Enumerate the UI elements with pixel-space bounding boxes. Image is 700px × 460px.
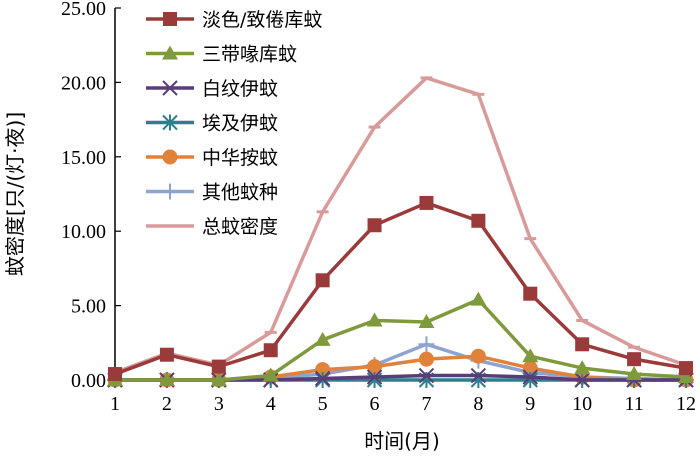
legend-item: 总蚊密度 <box>146 216 278 238</box>
legend-item: 其他蚊种 <box>146 182 278 204</box>
data-point <box>470 348 486 364</box>
data-point <box>366 369 383 385</box>
y-tick-label: 20.00 <box>61 72 106 94</box>
data-point <box>627 352 642 367</box>
series-line <box>114 201 687 376</box>
x-tick-label: 3 <box>214 393 224 415</box>
series-line <box>114 76 687 375</box>
x-tick-label: 4 <box>266 393 276 415</box>
data-point <box>470 291 487 306</box>
data-point <box>523 286 538 301</box>
data-point <box>626 366 643 381</box>
data-point <box>366 312 383 327</box>
legend-label: 白纹伊蚊 <box>202 78 278 100</box>
data-point <box>211 359 226 374</box>
data-point <box>679 361 693 376</box>
legend-marker <box>162 80 178 96</box>
data-point <box>367 359 383 375</box>
series-1 <box>108 195 693 382</box>
legend-marker <box>162 114 178 131</box>
data-point <box>314 370 331 387</box>
y-tick-label: 15.00 <box>61 147 106 169</box>
series-line <box>115 297 687 382</box>
x-tick-label: 5 <box>318 393 328 415</box>
legend-marker <box>163 12 177 26</box>
legend-item: 埃及伊蚊 <box>146 113 278 135</box>
legend-label: 埃及伊蚊 <box>202 113 278 135</box>
series-2 <box>107 291 694 386</box>
data-point <box>471 213 486 228</box>
data-point <box>522 348 539 363</box>
legend-item: 中华按蚊 <box>146 147 278 169</box>
data-point <box>470 367 487 384</box>
data-point <box>574 372 590 388</box>
x-tick-label: 11 <box>624 393 643 415</box>
legend-label: 其他蚊种 <box>202 182 278 204</box>
series-7 <box>109 76 692 375</box>
data-point <box>108 367 122 382</box>
legend-item: 三带喙库蚊 <box>146 44 297 66</box>
data-point <box>315 362 331 378</box>
data-point <box>210 372 227 386</box>
x-tick-label: 2 <box>162 393 172 415</box>
data-point <box>418 351 434 367</box>
legend-marker <box>162 149 178 165</box>
legend-marker <box>162 45 178 60</box>
data-point <box>522 360 538 376</box>
x-tick-label: 10 <box>572 393 592 415</box>
data-point <box>263 343 278 358</box>
series-layer <box>107 76 694 388</box>
x-axis-title: 时间(月) <box>364 429 440 453</box>
data-point <box>418 313 435 328</box>
legend-label: 三带喙库蚊 <box>202 44 297 66</box>
x-tick-label: 8 <box>473 393 483 415</box>
x-tick-label: 1 <box>110 393 120 415</box>
data-point <box>575 337 590 352</box>
legend-item: 淡色/致倦库蚊 <box>146 9 322 31</box>
y-tick-label: 0.00 <box>71 370 106 392</box>
data-point <box>418 336 435 353</box>
x-tick-label: 12 <box>676 393 696 415</box>
legend-label: 淡色/致倦库蚊 <box>202 9 322 31</box>
y-tick-label: 10.00 <box>61 221 106 243</box>
data-point <box>158 372 175 386</box>
data-point <box>574 360 591 375</box>
y-ticks: 0.00 5.00 10.00 15.00 20.00 25.00 <box>61 0 121 392</box>
legend-item: 白纹伊蚊 <box>146 78 278 100</box>
legend-label: 总蚊密度 <box>202 216 278 238</box>
y-axis-title: 蚊密度[只/(灯·夜)] <box>3 112 27 276</box>
data-point <box>315 273 330 288</box>
data-point <box>419 195 434 210</box>
x-tick-label: 7 <box>421 393 431 415</box>
data-point <box>418 367 435 384</box>
data-point <box>367 218 382 233</box>
data-point <box>159 347 174 362</box>
data-point <box>678 369 694 384</box>
x-tick-label: 6 <box>370 393 380 415</box>
y-tick-label: 5.00 <box>71 296 106 318</box>
legend-marker <box>162 183 178 200</box>
data-point <box>262 367 279 382</box>
x-tick-label: 9 <box>525 393 535 415</box>
y-tick-label: 25.00 <box>61 0 106 20</box>
data-point <box>314 331 331 346</box>
data-point <box>522 369 538 385</box>
legend-label: 中华按蚊 <box>202 147 278 169</box>
